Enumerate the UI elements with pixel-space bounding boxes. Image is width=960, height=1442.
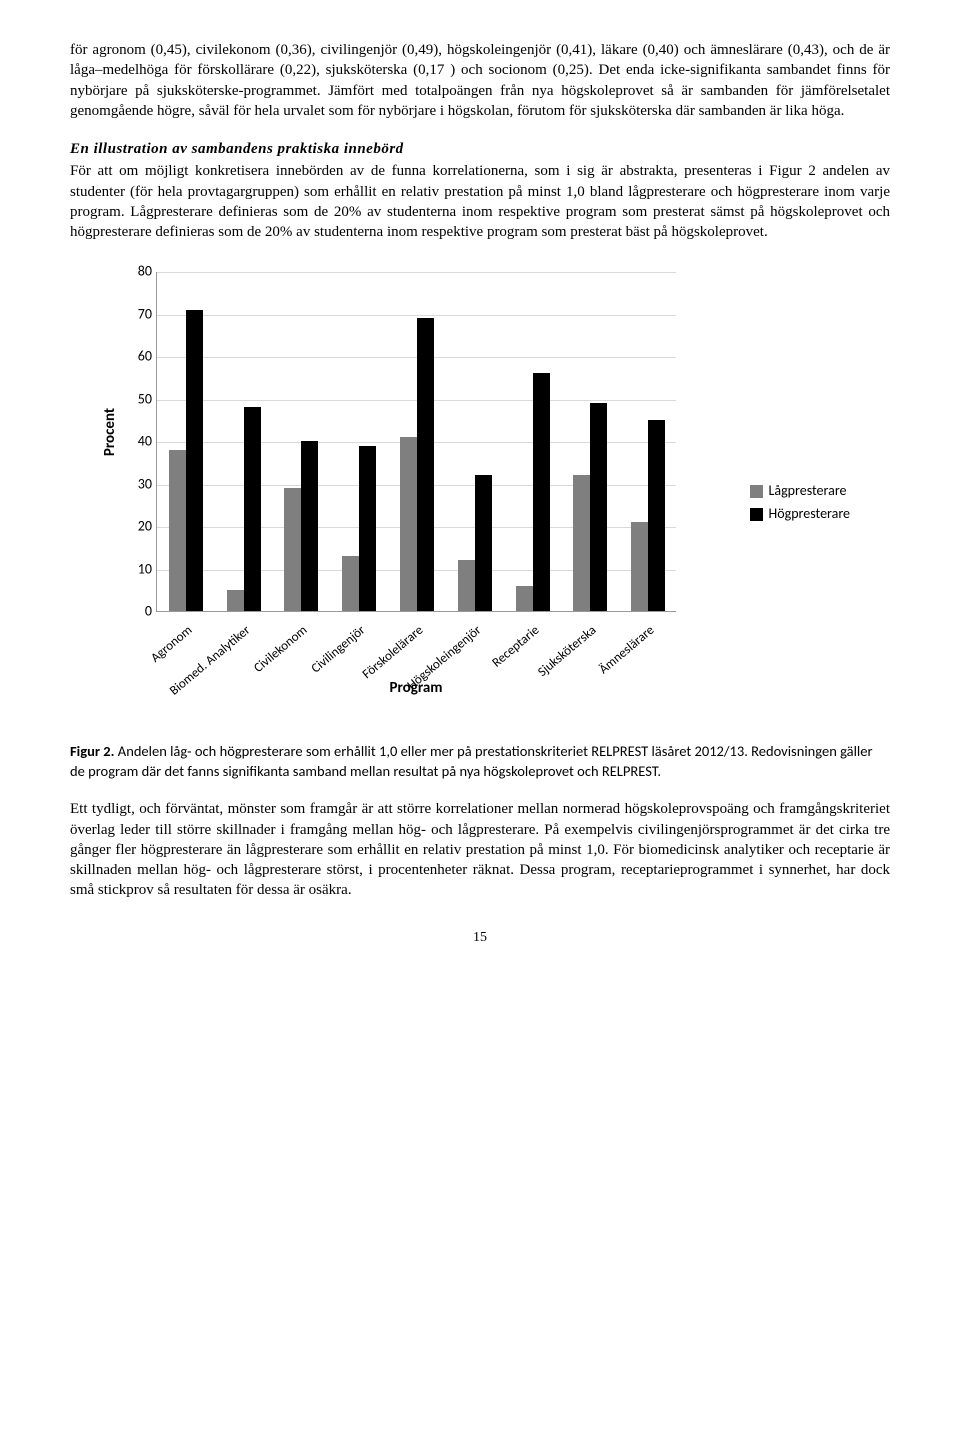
- y-tick-label: 40: [130, 433, 152, 452]
- figure-caption-label: Figur 2.: [70, 742, 115, 760]
- legend-label-high: Högpresterare: [769, 505, 851, 524]
- x-tick-label: Högskoleingenjör: [382, 622, 485, 713]
- bar-chart: Procent Program Lågpresterare Högprester…: [100, 262, 880, 702]
- bar-high: [186, 310, 203, 612]
- bar-high: [533, 373, 550, 611]
- x-tick-label: Biomed. Analytiker: [151, 622, 254, 713]
- bar-low: [631, 522, 648, 611]
- plot-area: [156, 272, 676, 612]
- legend-swatch-low: [750, 485, 763, 498]
- bar-low: [227, 590, 244, 611]
- bar-high: [244, 407, 261, 611]
- paragraph-3: Ett tydligt, och förväntat, mönster som …: [70, 799, 890, 900]
- figure-caption: Figur 2. Andelen låg- och högpresterare …: [70, 742, 890, 781]
- paragraph-2: För att om möjligt konkretisera innebörd…: [70, 161, 890, 242]
- x-tick-label: Civilekonom: [209, 622, 312, 713]
- bar-high: [648, 420, 665, 611]
- chart-legend: Lågpresterare Högpresterare: [750, 482, 851, 528]
- bar-low: [342, 556, 359, 611]
- y-axis-label: Procent: [100, 408, 120, 456]
- y-tick-label: 20: [130, 518, 152, 537]
- gridline: [157, 315, 676, 316]
- legend-item-low: Lågpresterare: [750, 482, 851, 501]
- y-tick-label: 80: [130, 263, 152, 282]
- y-tick-label: 10: [130, 560, 152, 579]
- bar-low: [516, 586, 533, 612]
- page-number: 15: [70, 929, 890, 948]
- bar-low: [573, 475, 590, 611]
- bar-low: [169, 450, 186, 612]
- y-tick-label: 30: [130, 475, 152, 494]
- gridline: [157, 272, 676, 273]
- legend-swatch-high: [750, 508, 763, 521]
- bar-high: [301, 441, 318, 611]
- bar-high: [590, 403, 607, 611]
- y-tick-label: 60: [130, 348, 152, 367]
- y-tick-label: 70: [130, 305, 152, 324]
- bar-low: [284, 488, 301, 611]
- legend-item-high: Högpresterare: [750, 505, 851, 524]
- x-tick-label: Receptarie: [440, 622, 543, 713]
- figure-caption-text: Andelen låg- och högpresterare som erhål…: [70, 742, 873, 780]
- bar-low: [458, 560, 475, 611]
- x-tick-label: Agronom: [93, 622, 196, 713]
- y-tick-label: 50: [130, 390, 152, 409]
- y-tick-label: 0: [130, 603, 152, 622]
- paragraph-1: för agronom (0,45), civilekonom (0,36), …: [70, 40, 890, 121]
- x-tick-label: Sjuksköterska: [497, 622, 600, 713]
- bar-high: [475, 475, 492, 611]
- bar-high: [359, 446, 376, 612]
- bar-high: [417, 318, 434, 611]
- legend-label-low: Lågpresterare: [769, 482, 847, 501]
- bar-low: [400, 437, 417, 611]
- section-heading: En illustration av sambandens praktiska …: [70, 139, 890, 159]
